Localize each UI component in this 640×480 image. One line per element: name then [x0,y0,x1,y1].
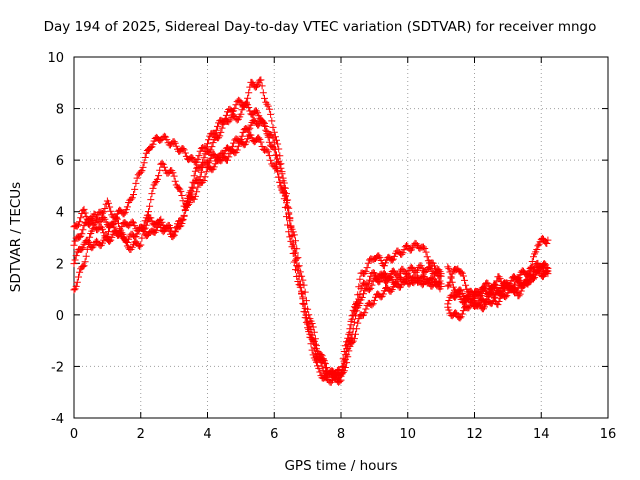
data-series-8 [444,234,552,313]
x-tick-label: 6 [270,427,278,442]
x-tick-label: 16 [600,427,617,442]
x-tick-label: 0 [70,427,78,442]
chart-title: Day 194 of 2025, Sidereal Day-to-day VTE… [43,19,597,35]
plot-frame [73,56,609,419]
y-tick-label: 4 [56,206,64,221]
y-tick-label: 6 [56,154,64,169]
data-series-2 [70,96,445,381]
data-series-3 [70,116,445,386]
x-axis-label: GPS time / hours [284,458,398,474]
y-tick-label: -2 [51,360,64,375]
y-tick-label: 8 [56,103,64,118]
x-tick-label: 10 [399,427,416,442]
y-tick-label: 0 [56,309,64,324]
x-tick-label: 4 [203,427,211,442]
data-series-4 [70,76,445,386]
x-tick-label: 12 [466,427,483,442]
y-tick-label: 10 [47,51,64,66]
y-axis-label: SDTVAR / TECUs [8,181,24,293]
y-tick-label: 2 [56,257,64,272]
x-tick-label: 14 [533,427,550,442]
x-tick-label: 8 [337,427,345,442]
x-tick-label: 2 [137,427,145,442]
y-tick-label: -4 [51,412,64,427]
